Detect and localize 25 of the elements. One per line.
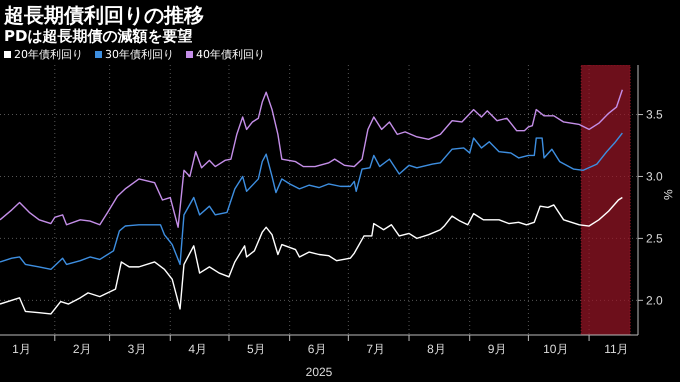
- chart-subtitle: PDは超長期債の減額を要望: [4, 27, 192, 46]
- x-tick-label: 8月: [427, 342, 446, 356]
- legend-label: 40年債利回り: [195, 47, 265, 62]
- line-series: [0, 132, 624, 270]
- y-tick-label: 3.5: [646, 108, 664, 122]
- x-tick-label: 2月: [72, 342, 92, 356]
- chart-title: 超長期債利回りの推移: [4, 2, 204, 28]
- line-series: [0, 89, 624, 228]
- x-tick-label: 7月: [366, 342, 386, 356]
- x-tick-label: 5月: [247, 342, 266, 356]
- x-tick-label: 1月: [12, 342, 31, 356]
- y-tick-label: 2.5: [646, 231, 664, 246]
- x-tick-label: 6月: [308, 342, 326, 356]
- y-tick-label: 3.0: [646, 169, 664, 184]
- x-tick-label: 10月: [543, 342, 568, 356]
- x-tick-label: 4月: [188, 342, 208, 356]
- x-tick-label: 3月: [128, 342, 146, 356]
- x-tick-label: 11月: [604, 342, 629, 356]
- legend-label: 20年債利回り: [13, 47, 83, 62]
- y-tick-label: 2.0: [646, 293, 664, 308]
- x-tick-label: 9月: [488, 342, 506, 356]
- legend-label: 30年債利回り: [104, 47, 174, 62]
- y-axis-title: %: [660, 189, 675, 200]
- line-series: [0, 196, 624, 315]
- x-axis-title: 2025: [306, 365, 333, 379]
